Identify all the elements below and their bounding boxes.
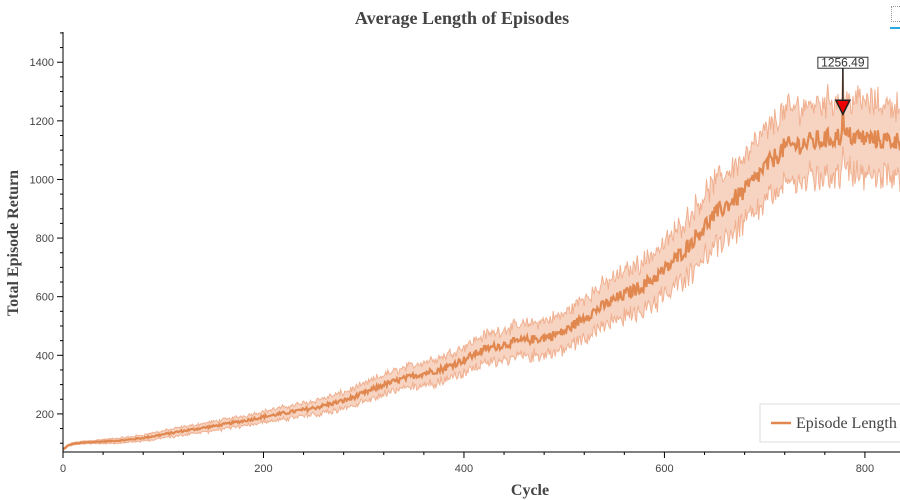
series-lower-edge	[62, 145, 900, 451]
plot-area	[62, 62, 900, 451]
x-tick-label: 600	[655, 463, 673, 475]
legend-label: Episode Length	[796, 415, 897, 432]
y-tick-label: 1000	[30, 174, 54, 186]
x-tick-label: 0	[60, 463, 66, 475]
legend: Episode Length	[759, 403, 900, 443]
y-axis: 200 400 600 800 1000 1200 1400	[30, 32, 64, 452]
y-tick-label: 200	[36, 409, 54, 421]
x-tick-label: 800	[856, 463, 874, 475]
series-upper-edge	[62, 62, 900, 450]
toolbar-tool-icon[interactable]	[891, 6, 900, 22]
annotation-arrow-icon	[834, 68, 852, 116]
series-line	[62, 104, 900, 451]
y-tick-label: 800	[36, 233, 54, 245]
chart-toolbar[interactable]	[890, 6, 900, 30]
x-axis: 0 200 400 600 800	[60, 451, 900, 475]
y-tick-label: 1200	[30, 116, 54, 128]
peak-annotation: 1256.49	[817, 56, 869, 116]
toolbar-active-indicator	[890, 27, 900, 29]
y-axis-title: Total Episode Return	[5, 170, 22, 316]
y-tick-label: 400	[36, 350, 54, 362]
chart-title: Average Length of Episodes	[355, 8, 569, 28]
annotation-label: 1256.49	[821, 56, 865, 70]
x-tick-label: 400	[455, 463, 473, 475]
x-tick-label: 200	[254, 463, 272, 475]
y-tick-label: 600	[36, 292, 54, 304]
y-tick-label: 1400	[30, 57, 54, 69]
x-axis-title: Cycle	[511, 482, 549, 499]
